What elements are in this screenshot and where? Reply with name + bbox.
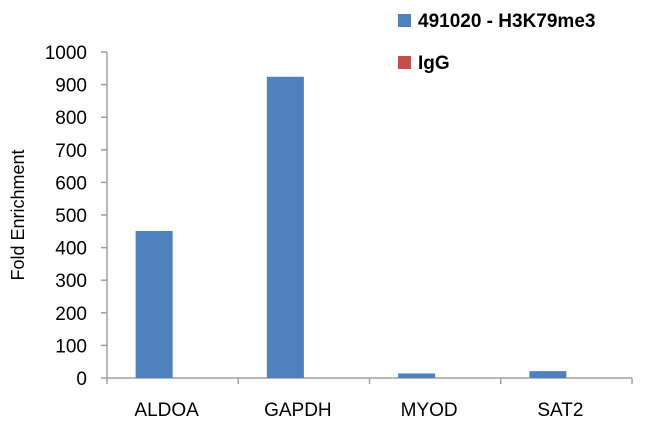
y-tick-label: 900 xyxy=(55,76,87,97)
bar xyxy=(398,373,436,378)
x-tick-label: SAT2 xyxy=(537,400,583,421)
y-axis-label: Fold Enrichment xyxy=(8,149,28,280)
legend-swatch xyxy=(398,14,411,27)
y-tick-label: 0 xyxy=(76,369,87,390)
y-tick-label: 200 xyxy=(55,304,87,325)
y-tick-label: 400 xyxy=(55,239,87,260)
legend-label: 491020 - H3K79me3 xyxy=(418,11,595,32)
y-tick-label: 600 xyxy=(55,173,87,194)
legend-swatch xyxy=(398,56,411,69)
x-tick-label: MYOD xyxy=(401,400,458,421)
bar xyxy=(135,230,173,378)
y-tick-label: 500 xyxy=(55,206,87,227)
y-tick-label: 300 xyxy=(55,271,87,292)
x-tick-label: ALDOA xyxy=(134,400,199,421)
y-tick-label: 800 xyxy=(55,108,87,129)
bar xyxy=(266,76,304,378)
y-tick-label: 100 xyxy=(55,336,87,357)
y-tick-label: 700 xyxy=(55,141,87,162)
y-tick-label: 1000 xyxy=(45,43,87,64)
legend-label: IgG xyxy=(418,53,450,74)
bar xyxy=(529,371,567,378)
x-tick-label: GAPDH xyxy=(264,400,332,421)
